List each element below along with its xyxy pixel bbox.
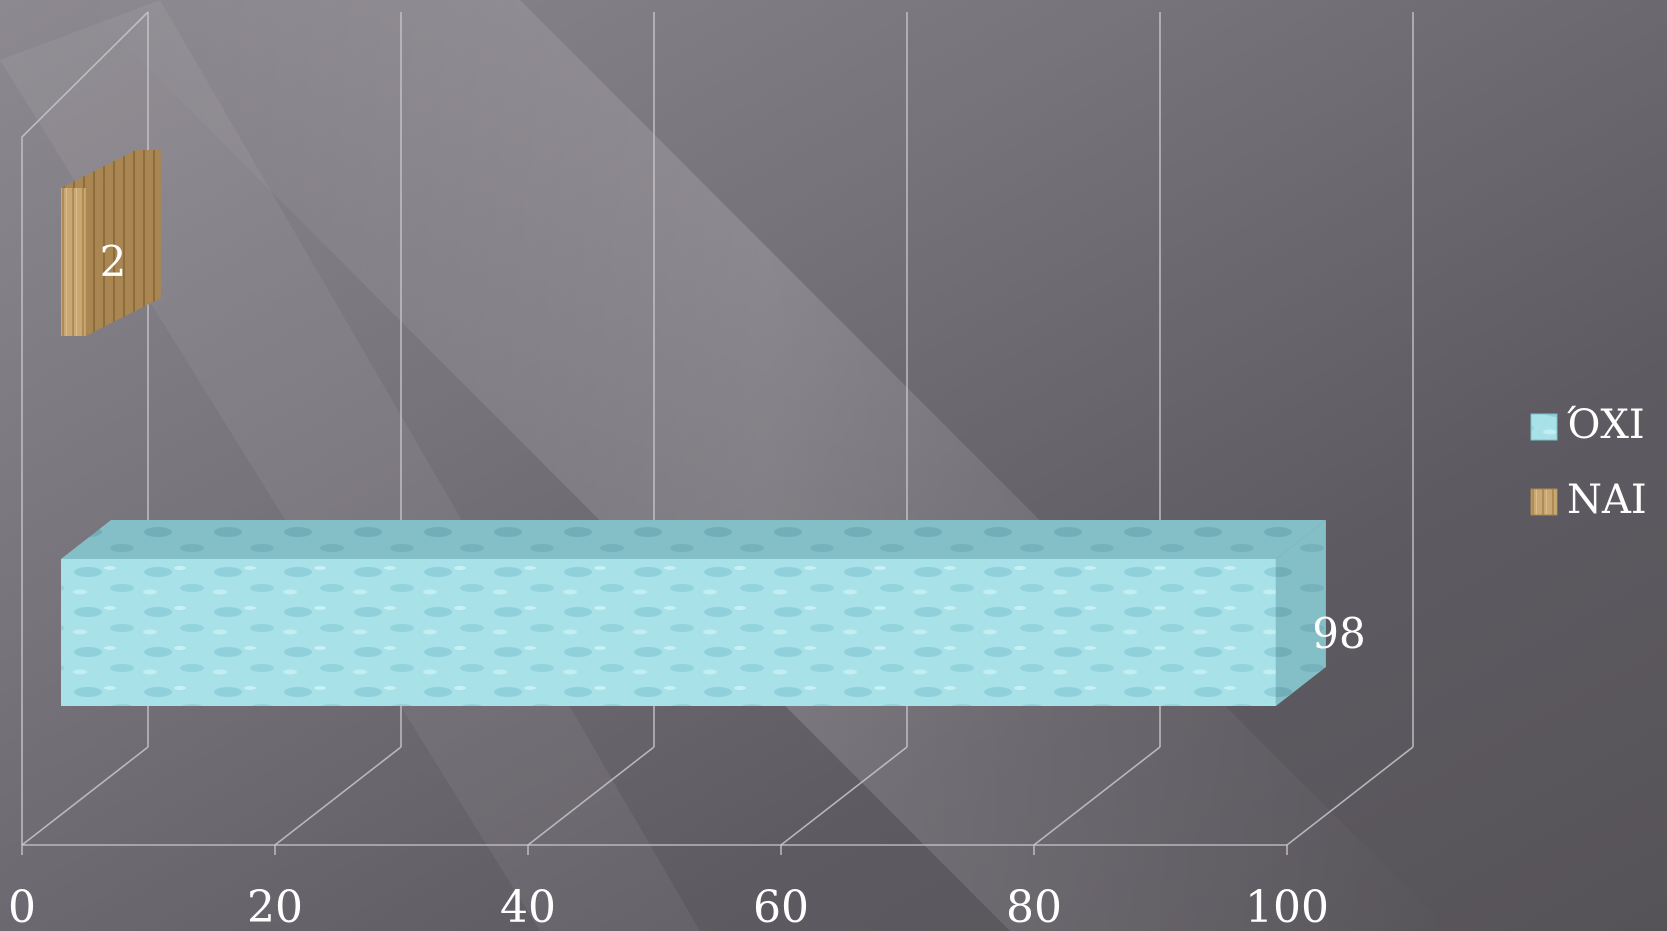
- bar-nai-side-face: [85, 150, 161, 336]
- x-tick-label: 100: [1245, 882, 1329, 931]
- x-tick-label: 80: [1006, 882, 1062, 931]
- x-axis-ticks: 0 20 40 60 80 100: [8, 882, 1329, 931]
- x-tick-label: 0: [8, 882, 36, 931]
- bar-nai-front-face: [61, 188, 86, 336]
- legend-label-oxi: ΌΧΙ: [1567, 402, 1645, 448]
- x-tick-label: 60: [753, 882, 809, 931]
- legend-swatch-nai: [1530, 488, 1558, 516]
- legend-swatch-oxi: [1530, 413, 1558, 441]
- x-tick-label: 20: [247, 882, 303, 931]
- floor-gridline: [1033, 746, 1161, 846]
- bar-oxi-front-face: [61, 559, 1276, 706]
- legend-item-nai: ΝΑΙ: [1530, 477, 1647, 523]
- legend-label-nai: ΝΑΙ: [1567, 477, 1647, 523]
- legend: ΌΧΙ ΝΑΙ: [1530, 402, 1647, 523]
- floor-gridline: [1286, 746, 1414, 846]
- bar-oxi-side-face: [1275, 520, 1326, 706]
- bar-oxi: [61, 520, 1326, 706]
- back-wall-left-edge: [21, 11, 149, 845]
- floor-gridline: [21, 746, 149, 846]
- data-label-oxi: 98: [1312, 609, 1365, 658]
- data-label-nai: 2: [100, 237, 127, 286]
- floor-gridline: [527, 746, 655, 846]
- bar-nai: [61, 150, 161, 336]
- bar-oxi-top-face: [61, 520, 1326, 559]
- bars: [61, 150, 1326, 706]
- x-tick-label: 40: [500, 882, 556, 931]
- floor-gridline: [274, 746, 402, 846]
- data-labels: 98 2: [100, 237, 1366, 658]
- floor-gridline: [780, 746, 908, 846]
- bar-nai-top-face: [61, 150, 161, 188]
- legend-item-oxi: ΌΧΙ: [1530, 402, 1645, 448]
